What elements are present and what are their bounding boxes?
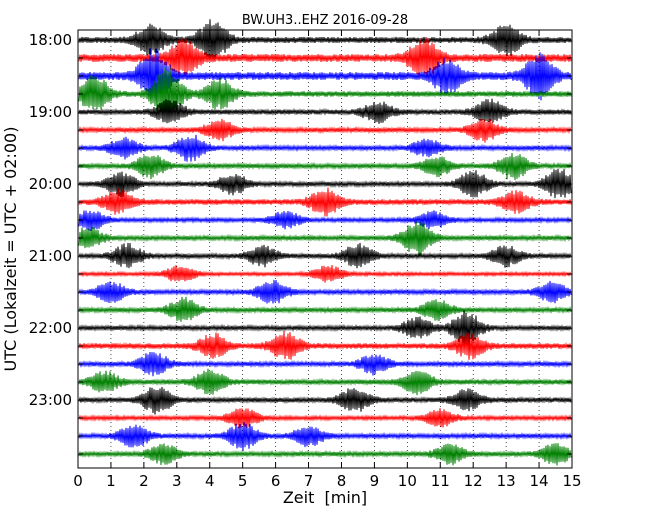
trace-1930: [78, 134, 572, 162]
plot-frame: [77, 29, 573, 469]
trace-2300: [78, 386, 572, 415]
trace-2345: [78, 443, 572, 466]
trace-2030: [78, 210, 572, 231]
y-tick-label: 22:00: [29, 319, 72, 337]
x-tick-label: 1: [106, 472, 116, 490]
x-tick-label: 3: [172, 472, 182, 490]
y-axis-ticks: 18:00 19:00 20:00 21:00 22:00 23:00: [29, 31, 572, 455]
trace-2200: [78, 310, 572, 346]
x-tick-label: 0: [73, 472, 83, 490]
x-tick-label: 12: [464, 472, 483, 490]
y-tick-label: 20:00: [29, 175, 72, 193]
trace-2115: [78, 265, 572, 283]
chart-title: BW.UH3..EHZ 2016-09-28: [242, 13, 408, 28]
trace-1815: [78, 37, 572, 78]
trace-2100: [78, 242, 572, 269]
trace-1915: [78, 118, 572, 143]
x-tick-label: 2: [139, 472, 149, 490]
trace-1900: [78, 98, 572, 124]
y-tick-label: 21:00: [29, 247, 72, 265]
x-tick-label: 4: [205, 472, 215, 490]
x-tick-label: 14: [530, 472, 549, 490]
x-tick-label: 11: [431, 472, 450, 490]
trace-2315: [78, 408, 572, 429]
x-tick-label: 5: [238, 472, 248, 490]
y-tick-label: 23:00: [29, 391, 72, 409]
trace-1800: [78, 19, 572, 60]
trace-2015: [78, 187, 572, 217]
x-tick-label: 6: [271, 472, 281, 490]
x-axis-ticks: 0 1 2 3 4 5 6 7 8 9 10 11 12 13 14 15: [73, 30, 582, 490]
y-tick-label: 18:00: [29, 31, 72, 49]
trace-2145: [78, 296, 572, 322]
trace-2330: [78, 422, 572, 451]
x-tick-label: 10: [398, 472, 417, 490]
y-axis-label: UTC (Lokalzeit = UTC + 02:00): [1, 127, 20, 372]
x-axis-label: Zeit [min]: [283, 488, 367, 507]
x-tick-label: 7: [304, 472, 314, 490]
x-tick-label: 9: [370, 472, 380, 490]
x-tick-label: 13: [497, 472, 516, 490]
trace-2230: [78, 351, 572, 377]
trace-2130: [78, 279, 572, 304]
trace-2000: [78, 168, 572, 199]
traces: [78, 19, 572, 466]
trace-2245: [78, 368, 572, 396]
x-tick-label: 8: [337, 472, 347, 490]
x-tick-label: 15: [562, 472, 581, 490]
trace-1945: [78, 152, 572, 181]
trace-2215: [78, 330, 572, 360]
y-tick-label: 19:00: [29, 103, 72, 121]
trace-2045: [78, 221, 572, 256]
